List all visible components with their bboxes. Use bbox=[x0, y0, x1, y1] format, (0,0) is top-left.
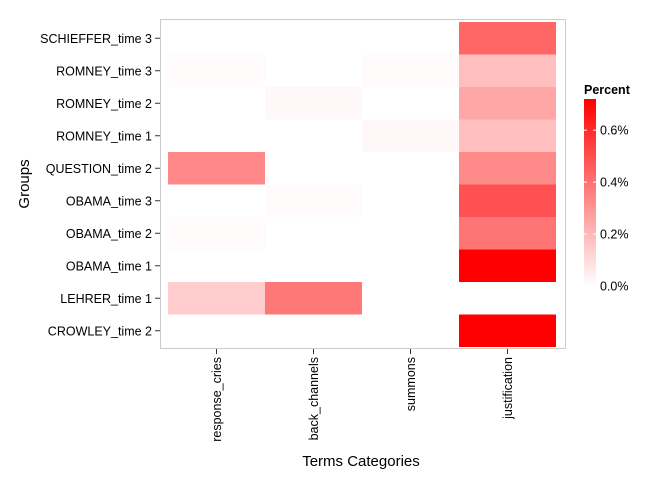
heatmap-cell-0-2 bbox=[362, 22, 459, 55]
heatmap-cell-3-3 bbox=[459, 119, 556, 152]
x-tick-label: justification bbox=[501, 357, 515, 420]
heatmap-cell-6-3 bbox=[459, 217, 556, 250]
heatmap-cell-3-1 bbox=[265, 119, 362, 152]
heatmap-cell-2-3 bbox=[459, 87, 556, 120]
y-tick-label: LEHRER_time 1 bbox=[60, 292, 152, 306]
y-tick-label: ROMNEY_time 3 bbox=[56, 64, 152, 78]
heatmap-cell-9-2 bbox=[362, 314, 459, 347]
legend-tick-label: 0.4% bbox=[600, 176, 629, 190]
x-axis-title: Terms Categories bbox=[302, 453, 420, 470]
heatmap-cell-8-0 bbox=[168, 282, 265, 315]
heatmap-cell-4-2 bbox=[362, 152, 459, 185]
y-axis-ticks: SCHIEFFER_time 3 ROMNEY_time 3 ROMNEY_time… bbox=[40, 32, 160, 338]
x-tick-label: back_channels bbox=[307, 357, 321, 440]
heatmap-cell-0-3 bbox=[459, 22, 556, 55]
heatmap-cell-2-1 bbox=[265, 87, 362, 120]
heatmap-cell-0-1 bbox=[265, 22, 362, 55]
y-tick-label: CROWLEY_time 2 bbox=[48, 324, 152, 338]
y-tick-label: ROMNEY_time 1 bbox=[56, 129, 152, 143]
legend-tick-label: 0.2% bbox=[600, 228, 629, 242]
legend: Percent 0.0% 0.2% 0.4% 0.6% bbox=[584, 83, 631, 294]
y-tick-label: ROMNEY_time 2 bbox=[56, 97, 152, 111]
heatmap-cell-2-2 bbox=[362, 87, 459, 120]
heatmap-cell-4-1 bbox=[265, 152, 362, 185]
heatmap-cell-8-2 bbox=[362, 282, 459, 315]
y-tick-label: SCHIEFFER_time 3 bbox=[40, 32, 152, 46]
legend-colorbar bbox=[584, 99, 596, 286]
heatmap-cell-6-0 bbox=[168, 217, 265, 250]
heatmap-cell-5-3 bbox=[459, 184, 556, 217]
heatmap-cell-7-0 bbox=[168, 249, 265, 282]
legend-tick-label: 0.0% bbox=[600, 280, 629, 294]
x-axis-ticks: response_cries back_channels summons justif… bbox=[210, 349, 515, 442]
y-tick-label: QUESTION_time 2 bbox=[46, 162, 152, 176]
heatmap-cell-8-1 bbox=[265, 282, 362, 315]
y-tick-label: OBAMA_time 1 bbox=[66, 259, 152, 273]
heatmap-cell-6-2 bbox=[362, 217, 459, 250]
legend-title: Percent bbox=[584, 83, 631, 97]
heatmap-cell-8-3 bbox=[459, 282, 556, 315]
y-tick-label: OBAMA_time 3 bbox=[66, 194, 152, 208]
heatmap-cell-4-3 bbox=[459, 152, 556, 185]
legend-tick-label: 0.6% bbox=[600, 124, 629, 138]
heatmap-cell-6-1 bbox=[265, 217, 362, 250]
x-tick-label: response_cries bbox=[210, 357, 224, 442]
heatmap-cell-9-1 bbox=[265, 314, 362, 347]
x-tick-label: summons bbox=[404, 357, 418, 411]
heatmap-cell-1-1 bbox=[265, 54, 362, 87]
heatmap-cell-1-3 bbox=[459, 54, 556, 87]
heatmap-cell-3-0 bbox=[168, 119, 265, 152]
heatmap-cell-7-3 bbox=[459, 249, 556, 282]
heatmap-cells bbox=[168, 22, 556, 347]
heatmap-cell-5-0 bbox=[168, 184, 265, 217]
heatmap-cell-5-2 bbox=[362, 184, 459, 217]
heatmap-cell-1-0 bbox=[168, 54, 265, 87]
legend-ticks: 0.0% 0.2% 0.4% 0.6% bbox=[584, 124, 629, 294]
heatmap-cell-1-2 bbox=[362, 54, 459, 87]
heatmap-cell-7-2 bbox=[362, 249, 459, 282]
heatmap-cell-9-0 bbox=[168, 314, 265, 347]
heatmap-cell-3-2 bbox=[362, 119, 459, 152]
heatmap-cell-0-0 bbox=[168, 22, 265, 55]
y-axis-title: Groups bbox=[16, 159, 33, 208]
heatmap-cell-2-0 bbox=[168, 87, 265, 120]
heatmap-cell-5-1 bbox=[265, 184, 362, 217]
heatmap-cell-7-1 bbox=[265, 249, 362, 282]
heatmap-cell-4-0 bbox=[168, 152, 265, 185]
heatmap-cell-9-3 bbox=[459, 314, 556, 347]
y-tick-label: OBAMA_time 2 bbox=[66, 227, 152, 241]
